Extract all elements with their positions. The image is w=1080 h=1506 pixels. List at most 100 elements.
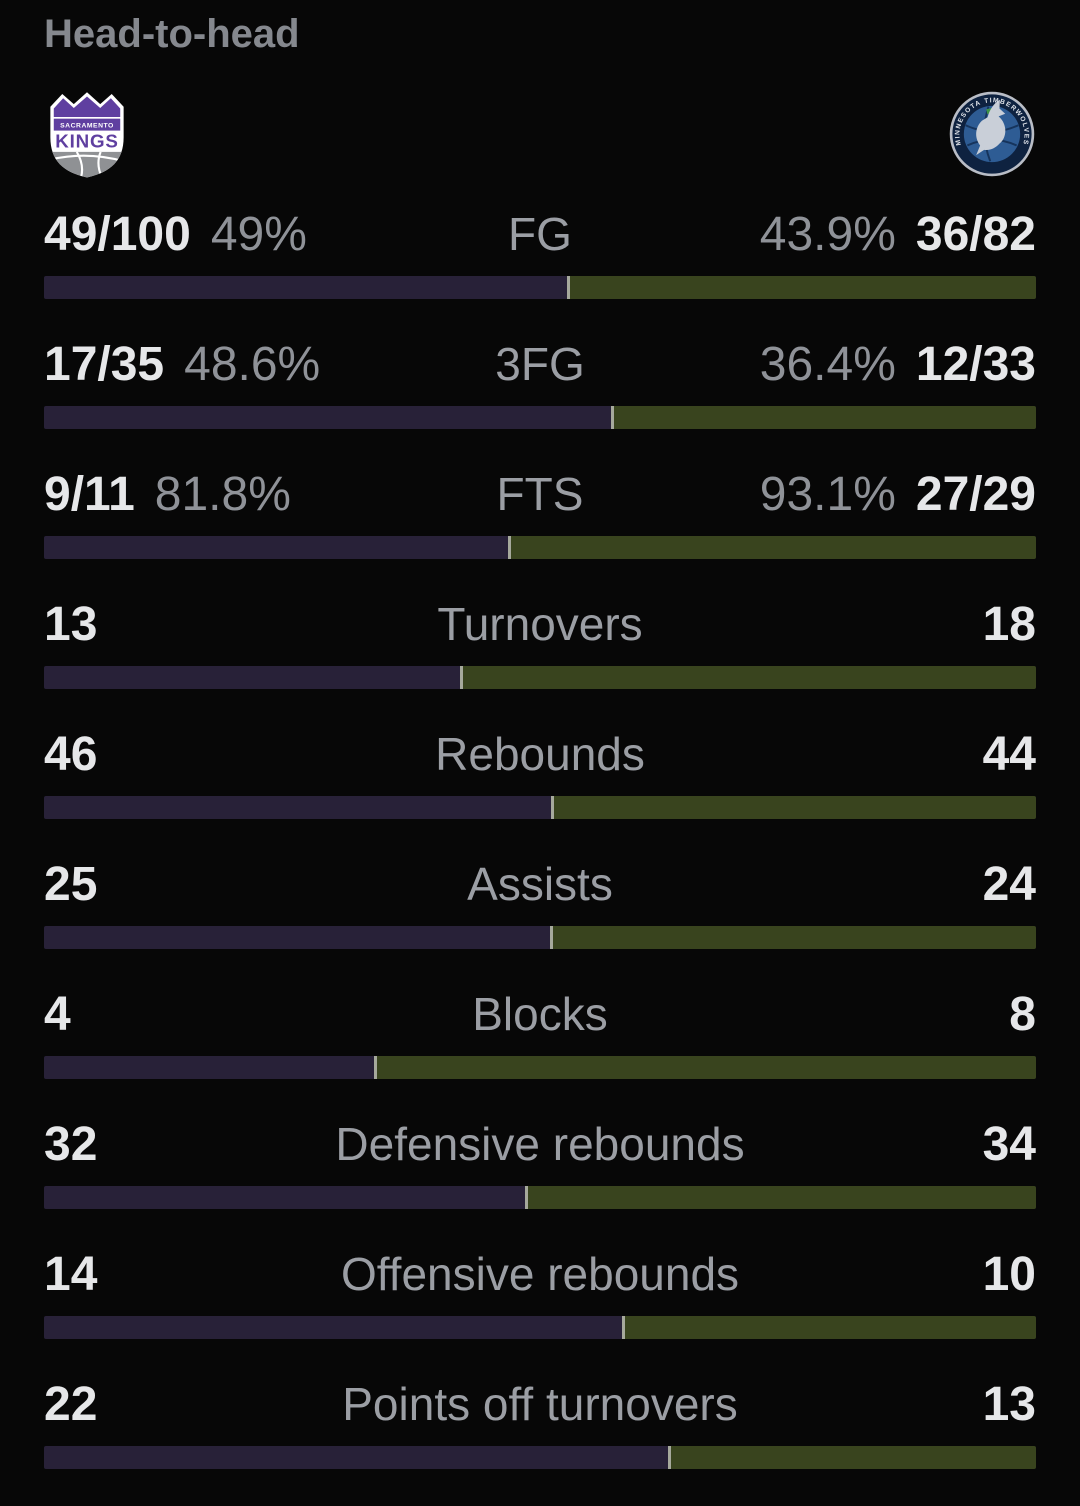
away-bar-segment	[569, 276, 1036, 299]
home-pct: 81.8%	[154, 468, 291, 521]
home-bar-segment	[44, 1446, 668, 1469]
away-stat-group: 36.4% 12/33	[609, 337, 1036, 393]
away-value: 34	[982, 1118, 1036, 1171]
away-stat-group: 24	[637, 857, 1036, 913]
away-pct: 43.9%	[759, 208, 896, 261]
away-value: 12/33	[915, 338, 1036, 391]
stat-row: 17/35 48.6% 3FG 36.4% 12/33	[44, 336, 1036, 466]
stat-label: 3FG	[495, 338, 585, 390]
bar-divider	[525, 1186, 529, 1209]
home-stat-group: 14	[44, 1247, 317, 1303]
home-value: 17/35	[44, 338, 165, 391]
bar-divider	[611, 406, 615, 429]
away-pct: 36.4%	[759, 338, 896, 391]
comparison-bar	[44, 1056, 1036, 1079]
comparison-bar	[44, 1316, 1036, 1339]
comparison-bar	[44, 536, 1036, 559]
away-value: 27/29	[915, 468, 1036, 521]
comparison-bar	[44, 276, 1036, 299]
stat-row: 25 Assists 24	[44, 856, 1036, 986]
wolf-silhouette	[976, 99, 1006, 156]
bar-divider	[459, 666, 463, 689]
stat-line: 22 Points off turnovers 13	[44, 1376, 1036, 1433]
kings-name-text: KINGS	[55, 131, 119, 152]
away-value: 24	[982, 858, 1036, 911]
stat-label: Defensive rebounds	[335, 1118, 745, 1170]
home-stat-group: 4	[44, 987, 448, 1043]
home-value: 14	[44, 1248, 98, 1301]
away-stat-group: 10	[763, 1247, 1036, 1303]
stat-line: 32 Defensive rebounds 34	[44, 1116, 1036, 1173]
home-bar-segment	[44, 926, 550, 949]
away-value: 10	[982, 1248, 1036, 1301]
section-title: Head-to-head	[44, 12, 300, 56]
stat-row: 13 Turnovers 18	[44, 596, 1036, 726]
away-stat-group: 93.1% 27/29	[607, 467, 1036, 523]
home-value: 49/100	[44, 208, 191, 261]
away-value: 36/82	[915, 208, 1036, 261]
home-value: 13	[44, 598, 98, 651]
stat-line: 46 Rebounds 44	[44, 726, 1036, 783]
home-bar-segment	[44, 536, 509, 559]
home-stat-group: 46	[44, 727, 411, 783]
comparison-bar	[44, 796, 1036, 819]
stat-label: Blocks	[472, 988, 608, 1040]
stat-label: Assists	[467, 858, 613, 910]
bar-divider	[550, 796, 554, 819]
away-value: 18	[982, 598, 1036, 651]
bar-divider	[374, 1056, 378, 1079]
away-bar-segment	[377, 1056, 1036, 1079]
away-pct: 93.1%	[759, 468, 896, 521]
bar-divider	[622, 1316, 626, 1339]
stat-label: FTS	[496, 468, 584, 520]
stat-label: Points off turnovers	[342, 1378, 738, 1430]
home-stat-group: 13	[44, 597, 413, 653]
away-stat-group: 18	[667, 597, 1036, 653]
stat-row: 49/100 49% FG 43.9% 36/82	[44, 206, 1036, 336]
comparison-bar	[44, 926, 1036, 949]
away-bar-segment	[528, 1186, 1036, 1209]
away-value: 44	[982, 728, 1036, 781]
stat-line: 4 Blocks 8	[44, 986, 1036, 1043]
stat-label: FG	[508, 208, 572, 260]
stat-row: 14 Offensive rebounds 10	[44, 1246, 1036, 1376]
home-bar-segment	[44, 406, 612, 429]
away-stat-group: 13	[762, 1377, 1036, 1433]
away-bar-segment	[552, 926, 1036, 949]
stats-rows: 49/100 49% FG 43.9% 36/82 17/35 48.6% 3F…	[44, 206, 1036, 1506]
stat-label: Rebounds	[435, 728, 645, 780]
home-stat-group: 49/100 49%	[44, 207, 484, 263]
home-value: 32	[44, 1118, 98, 1171]
home-value: 9/11	[44, 468, 135, 521]
bar-divider	[508, 536, 512, 559]
stat-row: 22 Points off turnovers 13	[44, 1376, 1036, 1506]
home-stat-group: 17/35 48.6%	[44, 337, 471, 393]
stat-line: 13 Turnovers 18	[44, 596, 1036, 653]
home-bar-segment	[44, 796, 551, 819]
team-logos-row: SACRAMENTO KINGS	[44, 88, 1036, 180]
comparison-bar	[44, 406, 1036, 429]
bar-divider	[667, 1446, 671, 1469]
stat-row: 9/11 81.8% FTS 93.1% 27/29	[44, 466, 1036, 596]
away-stat-group: 43.9% 36/82	[596, 207, 1036, 263]
stat-line: 14 Offensive rebounds 10	[44, 1246, 1036, 1303]
stat-line: 25 Assists 24	[44, 856, 1036, 913]
home-bar-segment	[44, 276, 567, 299]
home-bar-segment	[44, 666, 460, 689]
away-bar-segment	[462, 666, 1036, 689]
bar-divider	[549, 926, 553, 949]
home-stat-group: 25	[44, 857, 443, 913]
kings-city-text: SACRAMENTO	[60, 123, 114, 130]
kings-logo: SACRAMENTO KINGS	[50, 92, 124, 178]
comparison-bar	[44, 666, 1036, 689]
home-value: 25	[44, 858, 98, 911]
away-bar-segment	[553, 796, 1036, 819]
stat-label: Offensive rebounds	[340, 1248, 740, 1300]
stat-line: 17/35 48.6% 3FG 36.4% 12/33	[44, 336, 1036, 393]
stat-label: Turnovers	[437, 598, 643, 650]
away-bar-segment	[670, 1446, 1036, 1469]
home-bar-segment	[44, 1056, 375, 1079]
home-stat-group: 9/11 81.8%	[44, 467, 473, 523]
away-bar-segment	[614, 406, 1036, 429]
